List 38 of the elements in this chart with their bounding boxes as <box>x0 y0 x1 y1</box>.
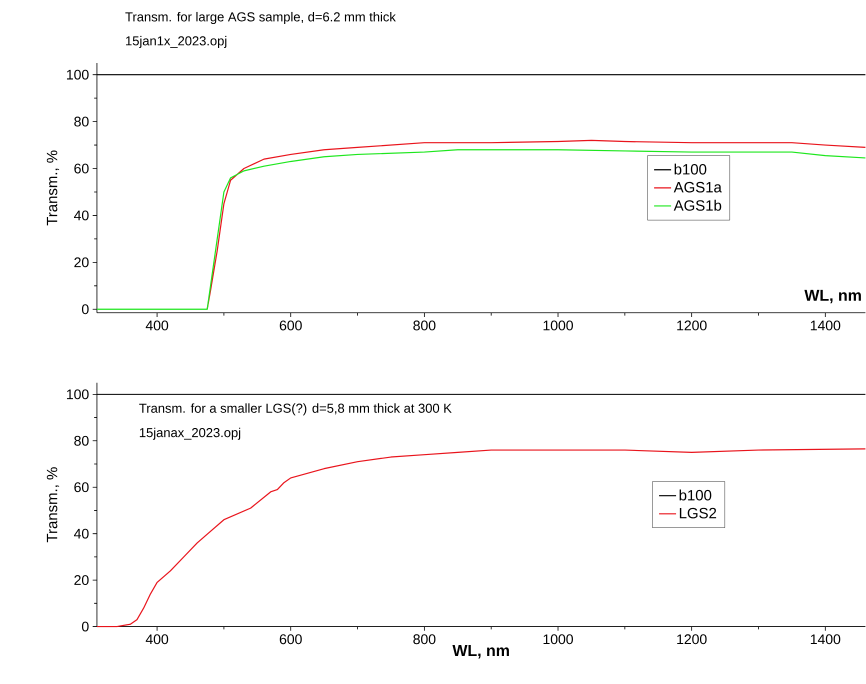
y-tick-label: 80 <box>74 116 89 127</box>
legend-label: AGS1b <box>674 200 722 211</box>
y-axis-title: Transm., % <box>46 468 60 542</box>
legend-label: b100 <box>680 490 712 501</box>
y-tick-label: 20 <box>74 575 89 586</box>
y-tick-label: 100 <box>66 70 89 80</box>
legend-label: AGS1a <box>674 182 722 193</box>
y-tick-label: 60 <box>74 482 89 492</box>
x-tick-label: 1400 <box>810 320 840 331</box>
y-tick-label: 100 <box>66 390 89 400</box>
x-tick-label: 1000 <box>544 634 573 644</box>
legend-label: LGS2 <box>680 508 716 519</box>
x-tick-label: 1200 <box>677 634 707 644</box>
chart-subtitle: 15jan1x_2023.opj <box>126 36 226 48</box>
annotation: Transm. for a smaller LGS(?) d=5,8 mm thick at 300 K <box>139 404 452 416</box>
y-tick-label: 20 <box>74 258 89 268</box>
x-tick-label: 400 <box>146 634 168 644</box>
y-tick-label: 60 <box>74 164 89 174</box>
x-tick-label: 800 <box>413 320 436 331</box>
y-tick-label: 40 <box>74 528 89 539</box>
x-tick-label: 600 <box>280 634 302 644</box>
y-tick-label: 80 <box>74 436 89 446</box>
line-series <box>96 149 866 310</box>
y-tick-label: 0 <box>82 622 89 632</box>
x-tick-label: 600 <box>280 320 302 331</box>
annotation: 15janax_2023.opj <box>140 428 240 440</box>
chart-title: Transm. for large AGS sample, d=6.2 mm thick <box>125 12 396 24</box>
x-tick-label: 1000 <box>544 320 573 331</box>
y-axis-title: Transm., % <box>46 150 60 226</box>
x-tick-label: 1200 <box>677 320 707 331</box>
x-tick-label: 1400 <box>810 634 840 644</box>
x-axis-title: WL, nm <box>452 645 509 659</box>
x-tick-label: 400 <box>146 320 168 331</box>
x-axis-title: WL, nm <box>804 290 861 304</box>
legend-label: b100 <box>674 164 706 175</box>
x-tick-label: 800 <box>413 634 436 644</box>
y-tick-label: 40 <box>74 210 89 221</box>
y-tick-label: 0 <box>82 304 89 314</box>
